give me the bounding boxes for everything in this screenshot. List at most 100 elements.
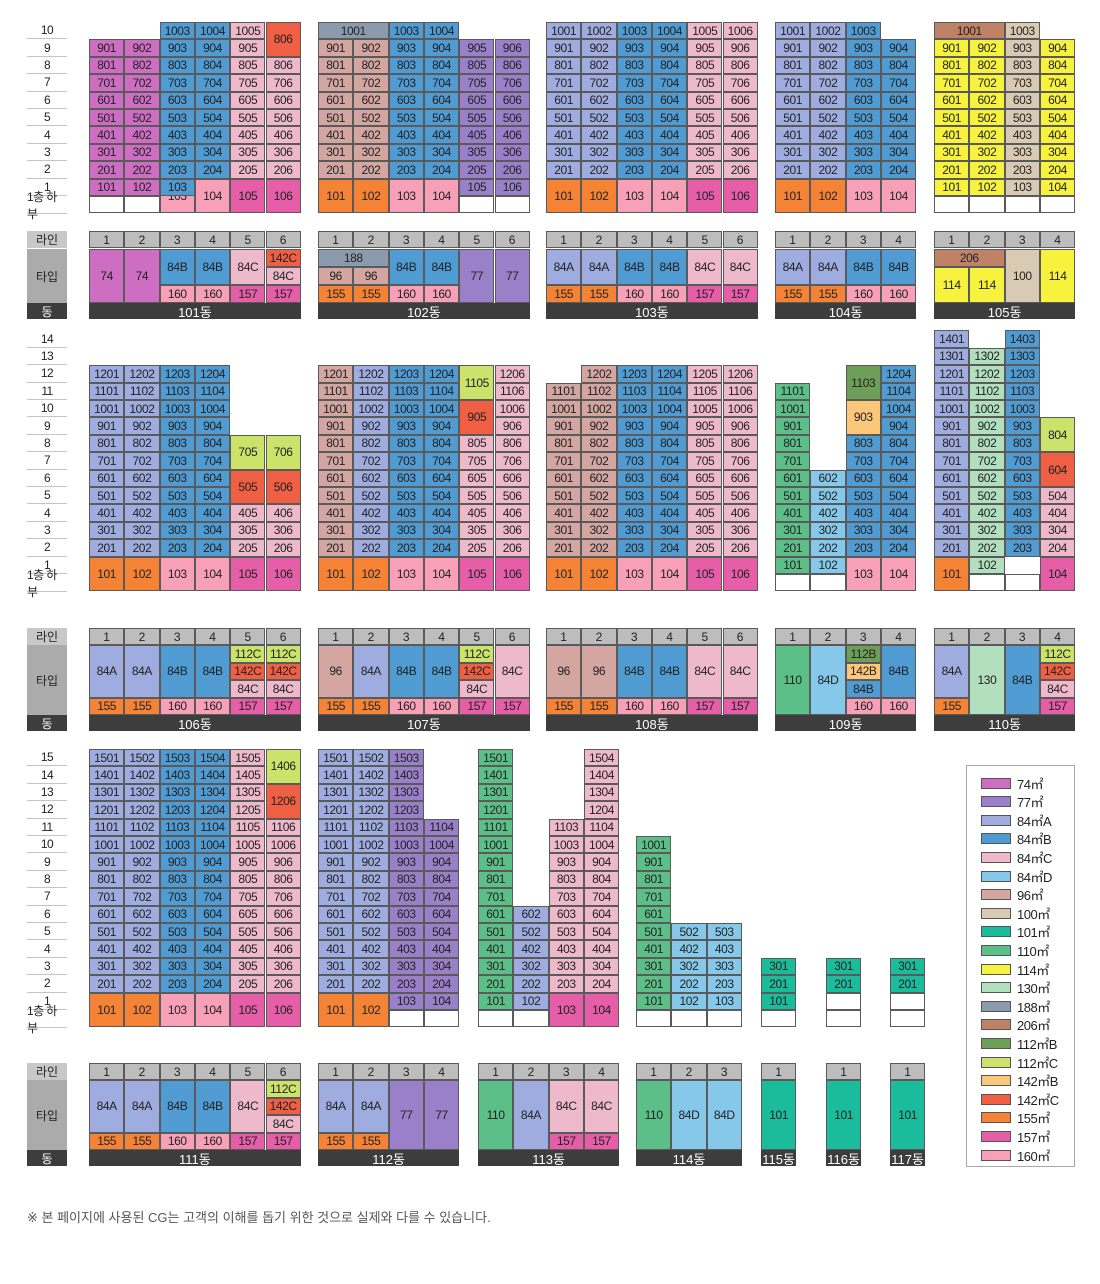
unit-cell: 803 [616,434,652,453]
unit-cell: 701 [478,888,514,906]
unit-cell: 301 [826,957,862,976]
unit-cell: 406 [722,126,758,144]
unit-cell: 403 [845,504,881,522]
building-label: 106동 [89,715,301,732]
unit-cell: 503 [845,109,881,127]
unit-cell: 302 [124,521,160,540]
unit-cell: 1202 [353,801,389,819]
unit-cell: 802 [353,870,389,889]
unit-cell: 401 [318,940,354,958]
legend-swatch [981,1056,1011,1068]
unit-cell: 404 [880,126,917,144]
unit-cell: 905 [459,400,495,435]
unit-cell: 104 [194,178,231,214]
unit-cell: 606 [722,91,758,109]
empty-cell [459,196,495,214]
empty-cell [706,1010,742,1028]
unit-cell: 302 [969,143,1005,162]
unit-cell: 1003 [159,22,195,40]
unit-cell: 102 [671,992,707,1010]
unit-cell: 1102 [124,818,160,836]
unit-cell: 103 [616,556,652,592]
unit-cell: 902 [124,39,160,57]
unit-cell: 504 [423,487,460,505]
type-cell: 160 [651,285,688,303]
unit-cell: 204 [423,161,460,179]
unit-cell: 201 [89,975,125,993]
type-cell: 142C [230,662,266,680]
unit-cell: 202 [353,539,389,557]
unit-cell: 1001 [318,400,354,418]
legend-label: 114㎡ [1017,962,1049,978]
unit-cell: 104 [583,992,620,1028]
unit-cell: 401 [775,126,811,144]
type-cell: 84B [159,249,195,285]
unit-cell: 702 [581,74,617,92]
unit-cell: 602 [581,469,617,487]
type-cell: 84C [230,249,266,285]
unit-cell: 402 [353,940,389,958]
unit-cell: 1406 [265,749,301,784]
unit-cell: 1202 [581,365,617,383]
unit-cell: 1303 [388,783,424,802]
unit-cell: 503 [616,487,652,505]
unit-cell: 1204 [194,365,231,383]
line-header: 1 [546,231,582,248]
floor-label: 8 [27,871,67,889]
unit-cell: 102 [810,178,846,214]
type-cell: 112C [1039,645,1076,663]
unit-cell: 105 [687,556,723,592]
unit-cell: 906 [722,417,758,435]
legend-swatch [981,814,1011,826]
unit-cell: 104 [423,556,460,592]
unit-cell: 1004 [423,22,460,40]
type-cell: 112C [230,645,266,663]
unit-cell: 603 [616,91,652,109]
unit-cell: 706 [722,74,758,92]
unit-cell: 404 [423,126,460,144]
unit-cell: 1103 [845,365,881,400]
type-cell: 77 [423,1080,460,1150]
unit-cell: 905 [687,417,723,435]
unit-cell: 901 [318,39,354,57]
unit-cell: 303 [548,957,584,976]
unit-cell: 601 [89,91,125,109]
floor-label: 11 [27,819,67,836]
floor-label: 8 [27,435,67,453]
type-cell: 84A [353,1080,389,1133]
legend-swatch [981,1019,1011,1031]
unit-cell: 904 [423,417,460,435]
unit-cell: 1401 [478,766,514,784]
unit-cell: 802 [969,56,1005,75]
unit-cell: 306 [494,521,530,540]
unit-cell: 703 [388,74,424,92]
unit-cell: 306 [265,521,301,540]
unit-cell: 703 [159,452,195,470]
floor-label: 12 [27,365,67,383]
floor-label: 4 [27,940,67,958]
unit-cell: 704 [583,888,620,906]
unit-cell: 1404 [583,766,620,784]
unit-cell: 805 [687,56,723,75]
unit-cell: 505 [230,469,266,505]
unit-cell: 1403 [1004,330,1040,348]
unit-cell: 1304 [194,783,231,802]
unit-cell: 1501 [89,749,125,767]
unit-cell: 1005 [230,836,266,854]
floor-label: 10 [27,400,67,418]
unit-cell: 203 [616,161,652,179]
unit-cell: 203 [159,975,195,993]
unit-cell: 206 [265,161,301,179]
unit-cell: 504 [1039,487,1076,505]
line-header: 3 [388,1063,424,1080]
unit-cell: 705 [230,74,266,92]
legend-swatch [981,963,1011,975]
unit-cell: 801 [318,870,354,889]
unit-cell: 605 [230,91,266,109]
unit-cell: 405 [459,126,495,144]
unit-cell: 301 [318,957,354,976]
unit-cell: 301 [546,143,582,162]
type-cell: 84C [1039,680,1076,698]
unit-cell: 305 [459,143,495,162]
unit-cell: 1206 [494,365,530,383]
